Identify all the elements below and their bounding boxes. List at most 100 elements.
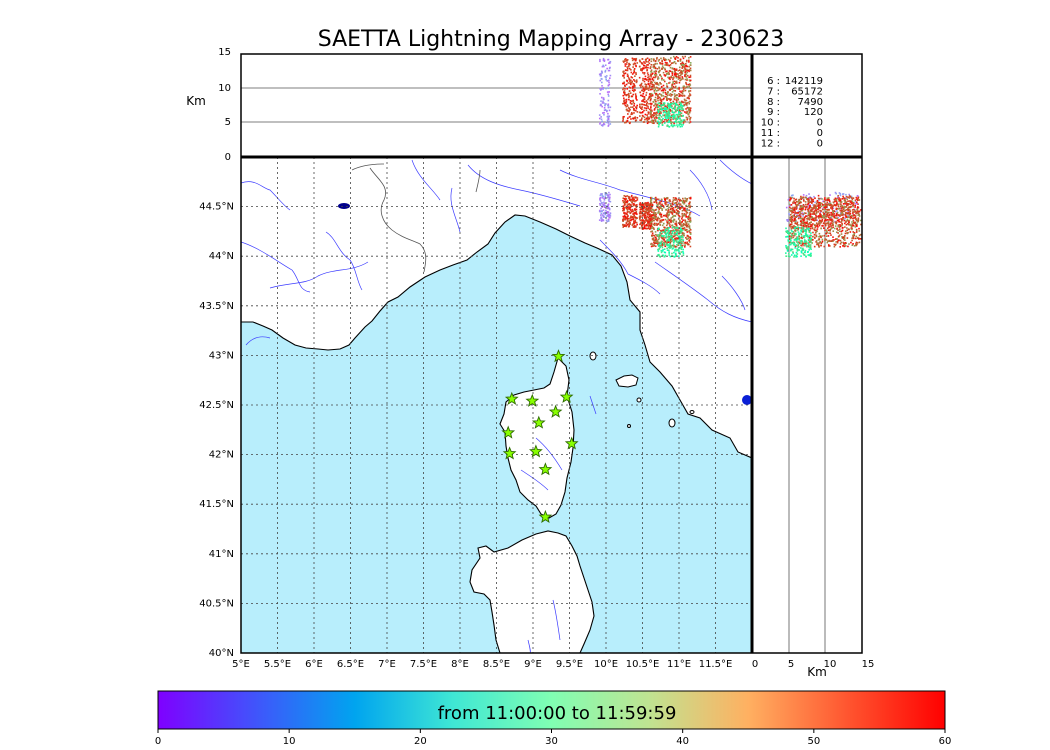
lightning-source-side <box>786 220 789 222</box>
lightning-source-altitude <box>686 71 688 74</box>
lightning-source-side <box>803 229 805 231</box>
lightning-source <box>670 217 673 219</box>
lightning-source <box>665 215 667 218</box>
lightning-source-side <box>796 229 799 231</box>
lightning-source-side <box>827 229 830 232</box>
lightning-source-altitude <box>598 117 601 120</box>
lightning-source <box>689 211 692 214</box>
lightning-source <box>675 230 678 232</box>
lightning-source-side <box>786 219 788 221</box>
lightning-source-altitude <box>653 65 656 68</box>
lightning-source-side <box>844 200 847 203</box>
lightning-source-side <box>812 219 815 221</box>
lightning-source-altitude <box>605 78 608 81</box>
lightning-source-altitude <box>635 72 637 74</box>
lightning-source-side <box>800 244 802 247</box>
lightning-source <box>622 224 625 226</box>
lightning-source-altitude <box>645 65 648 68</box>
lightning-source <box>657 223 659 225</box>
lightning-source-altitude <box>656 67 659 70</box>
lightning-source-side <box>798 249 800 251</box>
lightning-source-side <box>794 222 797 225</box>
lightning-source-side <box>836 211 839 214</box>
lightning-source-altitude <box>672 81 674 83</box>
lightning-source <box>665 228 667 231</box>
lightning-source <box>622 197 625 200</box>
lightning-source-altitude <box>663 97 665 100</box>
lightning-source-side <box>806 251 809 253</box>
lightning-source-side <box>799 200 802 203</box>
lightning-source-side <box>847 223 850 225</box>
lightning-source-side <box>827 240 830 243</box>
lightning-source <box>650 221 652 223</box>
lightning-source <box>689 217 692 220</box>
lightning-source-side <box>838 239 840 241</box>
lightning-source <box>651 211 653 213</box>
lightning-source-altitude <box>683 104 685 107</box>
lightning-source <box>677 248 680 251</box>
lightning-source-side <box>804 242 806 245</box>
lightning-source <box>655 215 657 218</box>
lightning-source <box>661 237 663 240</box>
lightning-source-side <box>816 219 818 222</box>
lightning-source-side <box>849 203 852 206</box>
lightning-source-altitude <box>674 107 676 109</box>
lightning-source-altitude <box>634 116 637 118</box>
lightning-source <box>679 231 682 233</box>
lightning-source-side <box>818 221 820 223</box>
lightning-source-side <box>809 197 812 199</box>
lightning-source <box>601 194 603 197</box>
lightning-source-altitude <box>628 95 630 97</box>
lightning-source-side <box>792 201 795 203</box>
lightning-source-side <box>808 246 810 249</box>
lake-bolsena <box>742 395 752 405</box>
lightning-source-altitude <box>666 125 668 127</box>
lightning-source-side <box>813 223 816 226</box>
lightning-source-altitude <box>643 103 645 106</box>
lightning-source <box>660 216 663 218</box>
lightning-source-altitude <box>636 111 639 113</box>
lightning-source <box>649 228 651 230</box>
lightning-source <box>654 236 657 239</box>
lightning-source-altitude <box>634 80 636 82</box>
lightning-source-side <box>792 202 794 204</box>
lightning-source-side <box>798 201 800 204</box>
lightning-source-altitude <box>685 116 688 119</box>
lightning-source <box>629 200 632 202</box>
lightning-source <box>627 195 630 198</box>
lightning-source-side <box>849 210 852 213</box>
lightning-source-altitude <box>633 70 636 73</box>
lightning-source <box>651 220 653 222</box>
lightning-source-altitude <box>676 108 679 111</box>
lightning-source-side <box>818 201 820 204</box>
argentario-coast <box>689 410 695 414</box>
lightning-source-side <box>790 207 792 210</box>
lightning-source-altitude <box>644 113 647 116</box>
lightning-source-altitude <box>673 73 676 75</box>
lightning-source-altitude <box>650 110 652 112</box>
lightning-source-altitude <box>632 82 635 85</box>
lightning-source <box>623 194 626 197</box>
lightning-source-altitude <box>654 111 656 114</box>
lightning-source-altitude <box>602 57 605 60</box>
lightning-source-side <box>789 223 792 226</box>
lightning-source <box>660 219 663 221</box>
lightning-source <box>661 224 664 227</box>
lightning-source-side <box>791 207 794 210</box>
lightning-source-altitude <box>633 79 635 81</box>
lightning-source <box>631 208 634 211</box>
lightning-source-altitude <box>675 62 677 65</box>
lightning-source-altitude <box>633 58 635 60</box>
lightning-source-altitude <box>660 75 663 78</box>
lightning-source <box>684 244 686 247</box>
lightning-source-altitude <box>609 123 612 125</box>
lightning-source-altitude <box>675 73 677 75</box>
lightning-source-altitude <box>666 114 668 116</box>
lightning-source <box>667 211 669 214</box>
lightning-source-side <box>853 233 856 235</box>
lightning-source <box>683 244 686 247</box>
lightning-source-side <box>857 203 859 205</box>
lightning-source-side <box>847 200 849 202</box>
lightning-source <box>652 226 655 229</box>
lightning-source-side <box>837 203 840 206</box>
